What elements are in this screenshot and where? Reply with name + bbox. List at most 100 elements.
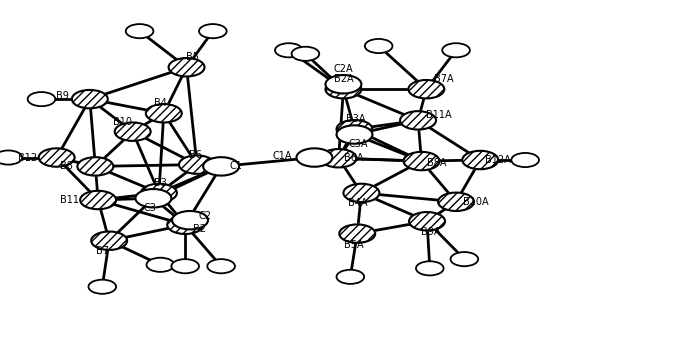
Text: B3A: B3A [346, 114, 366, 124]
Circle shape [77, 157, 113, 176]
Circle shape [167, 216, 203, 234]
Circle shape [321, 149, 357, 167]
Circle shape [126, 24, 153, 38]
Circle shape [438, 193, 474, 211]
Text: B9: B9 [56, 91, 68, 101]
Circle shape [167, 216, 203, 234]
Text: B3: B3 [154, 178, 167, 188]
Circle shape [146, 104, 182, 122]
Circle shape [400, 111, 436, 130]
Circle shape [169, 58, 205, 76]
Circle shape [339, 224, 375, 243]
Circle shape [343, 184, 379, 202]
Circle shape [207, 259, 235, 273]
Text: B4A: B4A [348, 198, 368, 208]
Circle shape [77, 157, 113, 176]
Text: B5A: B5A [344, 240, 363, 250]
Text: B12: B12 [18, 153, 37, 162]
Text: B11: B11 [59, 195, 79, 205]
Circle shape [91, 232, 127, 250]
Circle shape [325, 80, 361, 98]
Circle shape [365, 39, 392, 53]
Circle shape [339, 224, 375, 243]
Circle shape [91, 232, 127, 250]
Circle shape [292, 47, 319, 61]
Circle shape [408, 80, 444, 98]
Text: B10: B10 [113, 117, 132, 127]
Text: C1: C1 [230, 161, 243, 171]
Text: B6A: B6A [344, 153, 363, 163]
Circle shape [141, 184, 177, 202]
Text: B5: B5 [186, 52, 198, 62]
Text: C2A: C2A [334, 64, 353, 74]
Circle shape [171, 259, 199, 273]
Circle shape [296, 148, 332, 167]
Circle shape [462, 151, 498, 169]
Text: B7: B7 [96, 246, 108, 256]
Text: B4: B4 [154, 98, 167, 108]
Circle shape [179, 155, 215, 174]
Text: B7A: B7A [434, 74, 453, 84]
Text: C3A: C3A [348, 139, 368, 149]
Text: C3: C3 [144, 203, 156, 213]
Circle shape [203, 157, 239, 176]
Circle shape [400, 111, 436, 130]
Circle shape [141, 184, 177, 202]
Circle shape [135, 189, 171, 207]
Circle shape [88, 280, 116, 294]
Circle shape [146, 104, 182, 122]
Circle shape [404, 152, 439, 170]
Circle shape [72, 90, 108, 108]
Circle shape [203, 157, 239, 176]
Circle shape [72, 90, 108, 108]
Text: B6: B6 [189, 150, 202, 160]
Circle shape [337, 120, 372, 138]
Circle shape [80, 191, 116, 209]
Circle shape [337, 270, 364, 284]
Text: B2: B2 [193, 224, 205, 234]
Circle shape [199, 24, 227, 38]
Circle shape [146, 258, 174, 272]
Circle shape [337, 125, 372, 144]
Circle shape [115, 122, 151, 141]
Circle shape [404, 152, 439, 170]
Circle shape [408, 80, 444, 98]
Text: C1A: C1A [273, 151, 292, 161]
Circle shape [275, 43, 303, 57]
Text: B8A: B8A [427, 158, 446, 168]
Circle shape [39, 148, 75, 167]
Circle shape [179, 155, 215, 174]
Circle shape [325, 75, 361, 93]
Circle shape [462, 151, 498, 169]
Circle shape [337, 120, 372, 138]
Circle shape [169, 58, 205, 76]
Circle shape [172, 211, 208, 229]
Circle shape [343, 184, 379, 202]
Text: C2: C2 [199, 211, 211, 221]
Text: B12A: B12A [484, 155, 511, 165]
Circle shape [321, 149, 357, 167]
Circle shape [438, 193, 474, 211]
Circle shape [80, 191, 116, 209]
Circle shape [409, 212, 445, 230]
Circle shape [172, 211, 208, 229]
Circle shape [296, 148, 332, 167]
Circle shape [511, 153, 539, 167]
Text: B11A: B11A [426, 110, 452, 120]
Circle shape [39, 148, 75, 167]
Circle shape [337, 125, 372, 144]
Circle shape [409, 212, 445, 230]
Text: B10A: B10A [462, 197, 489, 207]
Circle shape [416, 261, 444, 275]
Text: B8: B8 [60, 161, 73, 171]
Text: B2A: B2A [334, 74, 353, 84]
Circle shape [0, 150, 22, 165]
Circle shape [135, 189, 171, 207]
Circle shape [442, 43, 470, 57]
Circle shape [451, 252, 478, 266]
Circle shape [325, 80, 361, 98]
Circle shape [325, 75, 361, 93]
Circle shape [115, 122, 151, 141]
Circle shape [28, 92, 55, 106]
Text: B9A: B9A [421, 227, 440, 237]
